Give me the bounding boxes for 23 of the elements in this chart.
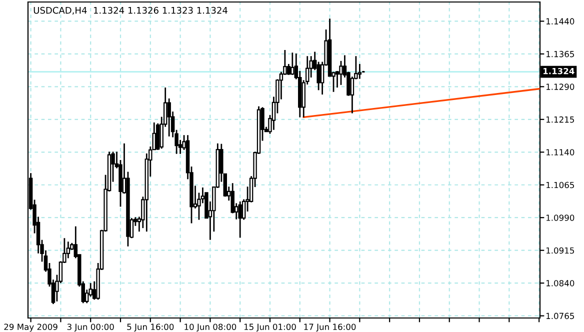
candlestick — [238, 200, 242, 238]
x-tick-label: 3 Jun 00:00 — [67, 324, 114, 332]
y-tick-label: 1.1290 — [546, 84, 574, 90]
chart-title: USDCAD,H4 1.1324 1.1326 1.1323 1.1324 — [34, 6, 228, 15]
y-tick-label: 1.1365 — [546, 50, 574, 58]
y-tick-label: 1.1140 — [546, 149, 574, 156]
candlestick — [290, 52, 294, 76]
x-tick-label: 5 Jun 16:00 — [127, 324, 174, 332]
y-tick-label: 1.1215 — [546, 116, 574, 123]
x-tick-label: 29 May 2009 — [4, 324, 58, 332]
candlestick — [167, 98, 171, 138]
y-tick-label: 1.0915 — [546, 247, 574, 254]
y-tick-label: 1.1440 — [546, 18, 574, 24]
x-tick-label: 15 Jun 01:00 — [244, 324, 296, 332]
y-tick-label: 1.0990 — [546, 214, 574, 221]
y-tick-label: 1.0765 — [546, 312, 574, 320]
x-tick-label: 17 Jun 16:00 — [304, 324, 356, 332]
y-tick-label: 1.0840 — [546, 280, 574, 286]
y-tick-label: 1.1065 — [546, 182, 574, 188]
x-tick-label: 10 Jun 08:00 — [184, 324, 236, 332]
candlestick — [66, 240, 70, 259]
candlestick — [339, 60, 343, 86]
ref-line-label: 1.1324 — [544, 68, 574, 74]
